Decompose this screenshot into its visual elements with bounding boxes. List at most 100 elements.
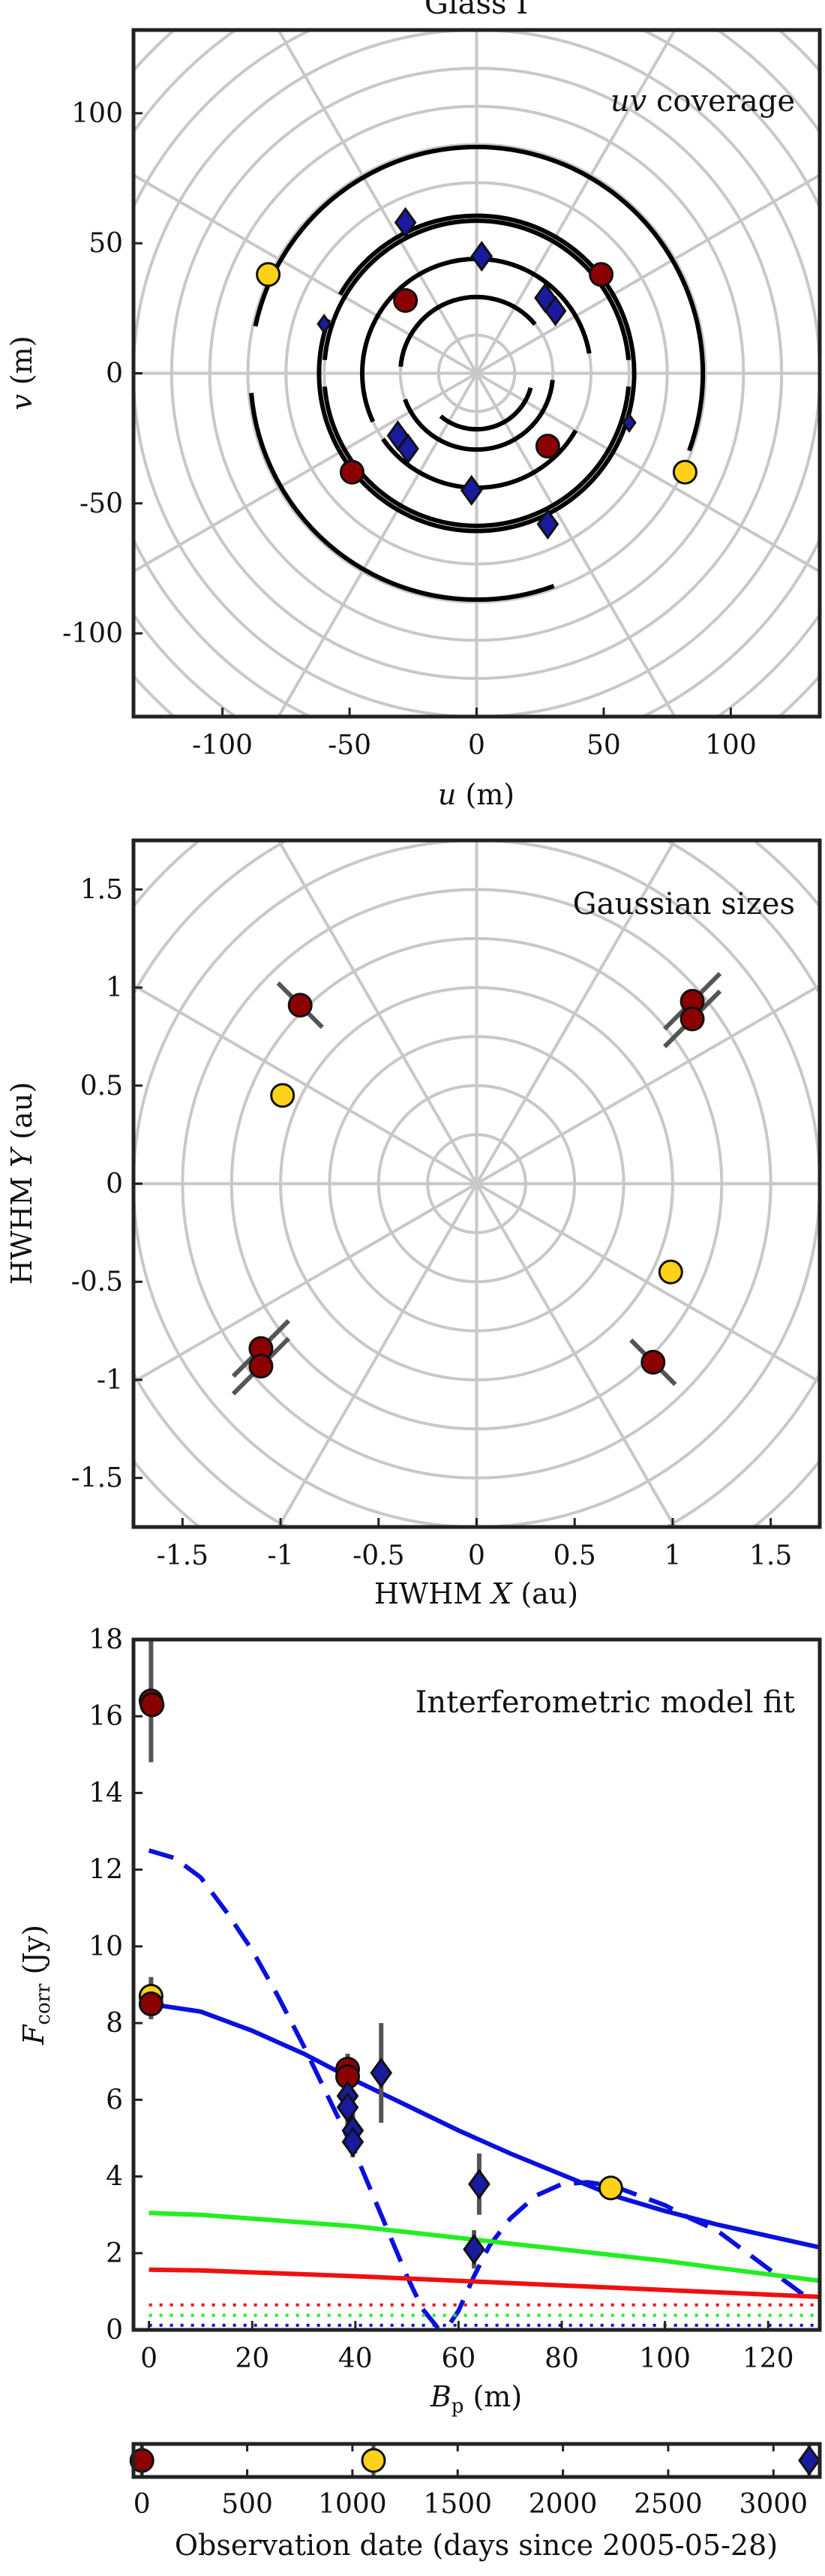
x-tick-label: 0: [134, 2489, 151, 2520]
y-tick-label: 10: [88, 1931, 123, 1962]
x-tick-label: -50: [328, 730, 371, 761]
fit-point: [463, 2234, 485, 2265]
uv-track-arc: [322, 218, 632, 361]
x-tick-label: 50: [586, 730, 621, 761]
uv-track-arc: [403, 380, 555, 452]
uv-point: [397, 433, 419, 464]
date-point: [798, 2445, 820, 2476]
uv-track-arc: [316, 318, 616, 534]
x-tick-label: -1: [268, 1540, 294, 1571]
x-tick-label: -0.5: [352, 1540, 404, 1571]
fit-point: [138, 1991, 164, 2017]
polar-grid-spoke: [134, 984, 820, 1384]
gauss-point: [680, 1006, 705, 1032]
gauss-point: [248, 1354, 274, 1379]
y-tick-label: 12: [88, 1855, 123, 1886]
uv-point: [460, 474, 483, 506]
uv-point: [394, 206, 417, 239]
x-tick-label: 3000: [739, 2489, 808, 2520]
fit-model-curves: [148, 1848, 820, 2330]
dates-panel: 0 500 1000 1500 2000 2500 3000 Observation dat…: [129, 2442, 822, 2562]
x-tick-label: 120: [742, 2343, 794, 2374]
gauss-points: [231, 972, 722, 1396]
uv-point: [316, 314, 332, 335]
x-tick-label: 80: [544, 2343, 579, 2374]
fit-point: [598, 2175, 623, 2201]
x-tick-label: 40: [338, 2343, 373, 2374]
gauss-point: [270, 1083, 296, 1108]
x-tick-label: -1.5: [157, 1540, 208, 1571]
uv-ylabel: v (m): [5, 335, 38, 410]
fit-data-points: [138, 1640, 623, 2269]
y-tick-label: 0.5: [80, 1071, 123, 1102]
fit-xlabel: Bp (m): [430, 2380, 522, 2418]
uv-track-arc: [381, 429, 578, 490]
fit-curve: [148, 2211, 820, 2283]
x-tick-label: 2500: [634, 2489, 703, 2520]
y-tick-label: -1: [97, 1365, 123, 1396]
x-tick-label: -100: [192, 730, 253, 761]
uv-track-arc: [253, 144, 706, 452]
uv-point: [672, 459, 698, 485]
y-tick-label: -100: [62, 618, 123, 649]
x-tick-label: 1500: [423, 2489, 492, 2520]
polar-grid-spoke: [277, 30, 676, 717]
x-tick-label: 100: [705, 730, 757, 761]
uv-track-arc: [322, 386, 632, 528]
y-tick-label: 2: [106, 2238, 123, 2269]
y-tick-label: 6: [106, 2085, 123, 2115]
fit-point: [341, 2126, 364, 2158]
gauss-ylabel: HWHM Y (au): [5, 1082, 38, 1285]
uv-point: [535, 434, 560, 459]
y-tick-label: 0: [106, 1169, 123, 1200]
uv-track-arc: [439, 387, 533, 432]
fit-ylabel: Fcorr (Jy): [17, 1925, 55, 2045]
gauss-xlabel: HWHM X (au): [374, 1577, 578, 1610]
y-tick-label: 1.5: [80, 874, 123, 905]
uv-point: [589, 262, 614, 287]
x-tick-label: 1.5: [749, 1540, 792, 1571]
date-points: [129, 2444, 820, 2477]
page-title: Glass I: [424, 0, 528, 21]
uv-point: [339, 459, 364, 485]
fit-curve: [148, 2001, 820, 2250]
y-tick-label: -1.5: [71, 1463, 123, 1494]
x-tick-label: 0: [468, 730, 485, 761]
uv-title: uv coverage: [610, 84, 795, 119]
uv-track-arc: [249, 392, 555, 603]
x-tick-label: 1: [664, 1540, 681, 1571]
x-tick-label: 0: [140, 2343, 158, 2374]
x-tick-label: 20: [235, 2343, 269, 2374]
y-tick-label: 4: [106, 2162, 123, 2193]
y-tick-label: -50: [80, 488, 123, 519]
y-tick-label: 16: [88, 1701, 123, 1732]
gauss-title: Gaussian sizes: [573, 887, 795, 921]
uv-point: [393, 287, 418, 313]
fit-tick-labels: 0 20 40 60 80 100 120 0 2 4 6 8 10 12 14 16 18: [88, 1625, 794, 2374]
uv-track-arc: [398, 294, 537, 367]
dates-plot-frame: [131, 2442, 822, 2479]
y-tick-label: 14: [88, 1778, 123, 1808]
uv-point: [536, 508, 560, 540]
y-tick-label: 8: [106, 2008, 123, 2039]
uv-point: [621, 412, 637, 433]
x-tick-label: 1000: [318, 2489, 387, 2520]
fit-curve: [148, 2267, 820, 2300]
model-fit-panel: 0 20 40 60 80 100 120 0 2 4 6 8 10 12 14 16 18 Interfero…: [17, 1625, 822, 2418]
y-tick-label: 0: [106, 2315, 123, 2346]
fit-title: Interferometric model fit: [416, 1685, 795, 1720]
dates-tick-labels: 0 500 1000 1500 2000 2500 3000: [134, 2444, 808, 2520]
y-tick-label: 1: [106, 972, 123, 1003]
y-tick-label: 100: [71, 98, 123, 129]
y-tick-label: 0: [106, 359, 123, 389]
fit-point: [370, 2057, 393, 2089]
fit-curve: [148, 1848, 812, 2330]
gauss-point: [658, 1259, 683, 1285]
uv-track-arc: [360, 257, 592, 423]
date-point: [361, 2448, 386, 2473]
x-tick-label: 100: [639, 2343, 691, 2374]
gauss-point: [287, 993, 313, 1018]
fit-point: [140, 1692, 165, 1718]
